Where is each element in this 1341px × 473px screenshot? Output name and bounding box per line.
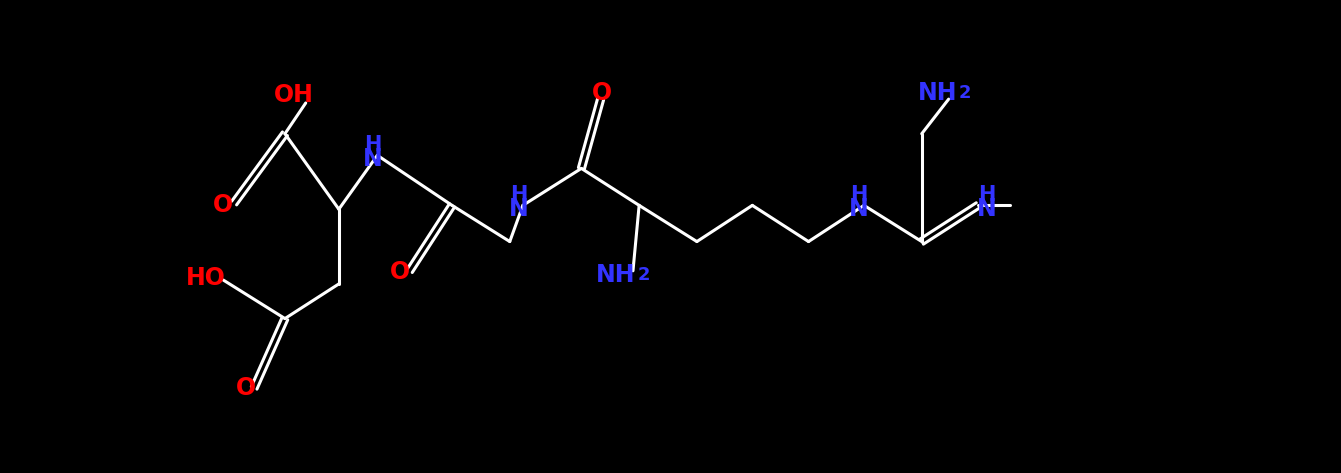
Text: 2: 2 xyxy=(959,84,971,102)
Text: NH: NH xyxy=(597,263,636,287)
Text: NH: NH xyxy=(917,81,957,105)
Text: O: O xyxy=(593,81,613,105)
Text: OH: OH xyxy=(275,83,314,107)
Text: H: H xyxy=(979,185,996,205)
Text: O: O xyxy=(236,376,256,400)
Text: H: H xyxy=(511,185,528,205)
Text: O: O xyxy=(390,260,410,284)
Text: H: H xyxy=(363,135,381,155)
Text: N: N xyxy=(849,197,869,221)
Text: N: N xyxy=(978,197,998,221)
Text: O: O xyxy=(213,193,233,218)
Text: N: N xyxy=(363,147,382,171)
Text: H: H xyxy=(850,185,868,205)
Text: N: N xyxy=(510,197,528,221)
Text: 2: 2 xyxy=(637,266,650,284)
Text: HO: HO xyxy=(185,266,225,290)
